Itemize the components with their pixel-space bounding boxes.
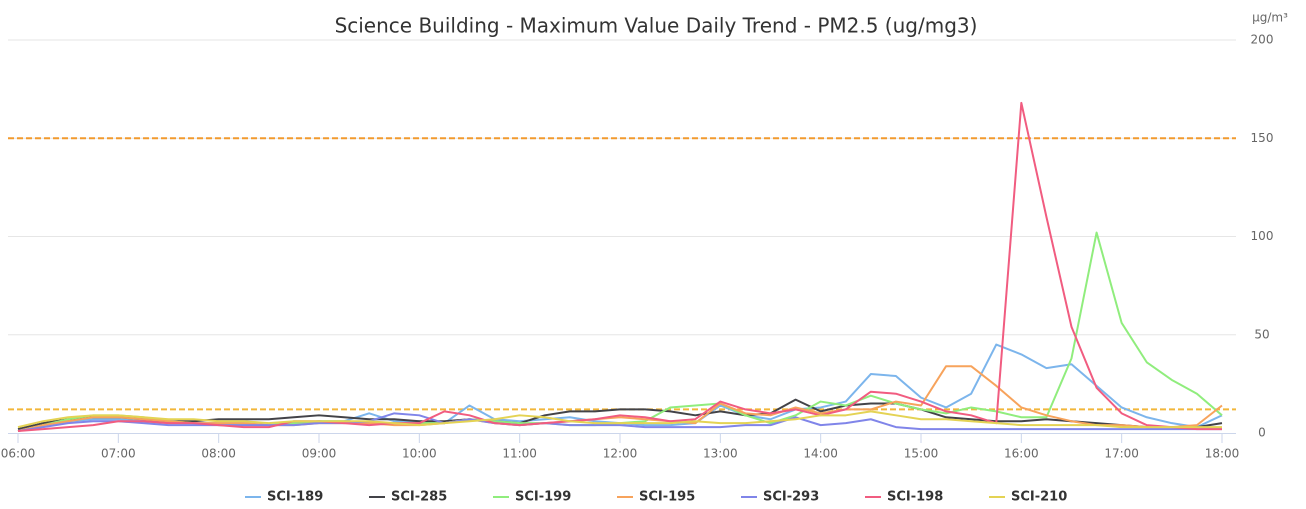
series-line — [17, 365, 1223, 433]
series-line — [17, 101, 1222, 433]
y-tick-label: 150 — [1251, 131, 1274, 145]
y-tick-label: 50 — [1254, 327, 1269, 341]
y-tick-label: 100 — [1251, 229, 1274, 243]
x-tick-label: 11:00 — [502, 447, 537, 461]
x-tick-label: 14:00 — [803, 447, 838, 461]
x-tick-label: 12:00 — [603, 447, 638, 461]
legend-label: SCI-293 — [763, 490, 819, 505]
x-tick-label: 18:00 — [1205, 447, 1240, 461]
x-tick-label: 13:00 — [703, 447, 738, 461]
chart-title: Science Building - Maximum Value Daily T… — [335, 14, 978, 38]
series-line — [17, 231, 1223, 433]
y-unit: µg/m³ — [1252, 11, 1288, 25]
legend-label: SCI-199 — [515, 490, 571, 505]
x-tick-label: 09:00 — [302, 447, 337, 461]
legend-label: SCI-210 — [1011, 490, 1067, 505]
legend-label: SCI-189 — [267, 490, 323, 505]
x-tick-label: 17:00 — [1104, 447, 1139, 461]
x-tick-label: 06:00 — [1, 447, 36, 461]
legend-label: SCI-195 — [639, 490, 695, 505]
x-tick-label: 07:00 — [101, 447, 136, 461]
x-tick-label: 15:00 — [904, 447, 939, 461]
legend-label: SCI-198 — [887, 490, 943, 505]
series-line — [17, 398, 1223, 431]
y-tick-label: 0 — [1258, 426, 1266, 440]
x-tick-label: 16:00 — [1004, 447, 1039, 461]
x-tick-label: 08:00 — [201, 447, 236, 461]
series-line — [17, 410, 1222, 429]
y-tick-label: 200 — [1251, 33, 1274, 47]
x-tick-label: 10:00 — [402, 447, 437, 461]
legend-label: SCI-285 — [391, 490, 447, 505]
